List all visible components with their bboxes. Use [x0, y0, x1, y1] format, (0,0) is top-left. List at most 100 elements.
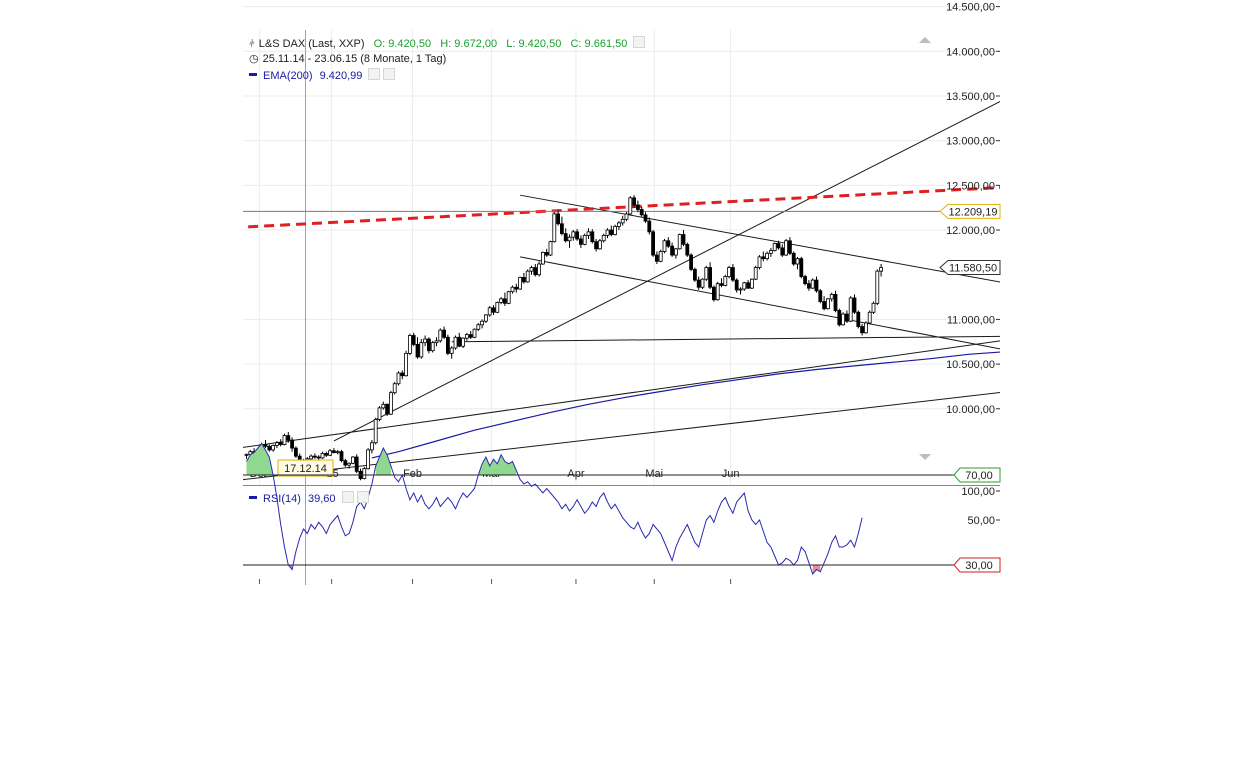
candle: [476, 322, 481, 332]
candle: [286, 432, 291, 443]
candle: [636, 200, 640, 213]
candle-body: [658, 251, 663, 262]
candle: [715, 281, 720, 301]
rsi-overbought-fill: [246, 443, 274, 475]
candle: [388, 390, 393, 416]
candle-body: [636, 204, 640, 210]
candle: [871, 301, 876, 315]
candle-body: [385, 403, 390, 415]
candle-body: [772, 243, 777, 251]
candle-body: [875, 270, 880, 304]
candle-body: [369, 442, 374, 451]
candle: [263, 440, 268, 449]
candle: [841, 312, 845, 326]
rsi-label: RSI(14): [263, 493, 301, 505]
candle-body: [381, 403, 386, 409]
candle: [556, 210, 560, 226]
candle: [875, 269, 880, 306]
candle: [742, 281, 747, 291]
candle: [761, 251, 766, 262]
candle: [426, 337, 431, 354]
rsi-level-box: [953, 557, 1001, 573]
candle-body: [267, 445, 272, 451]
candle: [468, 331, 473, 340]
candle: [696, 276, 701, 290]
candle: [655, 251, 659, 265]
candle: [784, 238, 788, 256]
rsi-panel: 100,00 70,00 50,00 30,00: [243, 442, 1001, 575]
candle: [860, 323, 864, 336]
candle: [647, 217, 652, 235]
ema-close-icon[interactable]: [383, 68, 396, 80]
candle-body: [647, 220, 652, 233]
rsi-close-icon[interactable]: [356, 491, 369, 503]
candle: [445, 334, 450, 356]
candle: [548, 240, 553, 256]
candle: [788, 237, 792, 256]
x-tick-label: Mai: [645, 468, 663, 480]
candle-body: [753, 267, 758, 280]
candle: [708, 262, 712, 290]
candle-body: [586, 231, 591, 236]
candle: [430, 340, 435, 353]
candle-body: [807, 283, 811, 289]
candle-body: [715, 283, 720, 301]
candle-body: [685, 243, 690, 256]
candle-body: [514, 286, 519, 290]
y-tick-label: 14.500,00: [946, 2, 995, 14]
y-tick-label: 12.000,00: [946, 225, 995, 237]
candle: [350, 456, 355, 465]
candle: [757, 255, 762, 270]
candle: [643, 212, 648, 223]
settings-icon[interactable]: [633, 36, 646, 48]
candle: [700, 278, 705, 290]
candle-body: [784, 240, 788, 256]
candle-body: [609, 229, 614, 235]
ema-label: EMA(200): [263, 70, 313, 82]
candle-body: [392, 383, 397, 394]
candle-body: [449, 347, 454, 354]
candle-body: [324, 453, 329, 456]
candle-body: [803, 276, 807, 285]
candle-body: [343, 460, 348, 466]
candle-body: [742, 282, 747, 290]
candle-body: [571, 231, 576, 238]
candle-body: [594, 241, 598, 250]
candle: [404, 350, 409, 377]
candle-body: [548, 241, 553, 256]
candle: [666, 237, 671, 248]
candle-body: [461, 337, 466, 347]
y-tick-label: 14.000,00: [946, 46, 995, 58]
candle-body: [347, 462, 352, 466]
candle: [795, 256, 800, 270]
rsi-y-tick-label: 50,00: [967, 515, 995, 527]
candle-body: [856, 311, 861, 327]
candle-body: [567, 236, 572, 242]
candle: [810, 278, 815, 290]
candle-body: [430, 342, 435, 352]
candle-body: [788, 240, 792, 254]
candle: [567, 234, 572, 248]
candle: [628, 196, 633, 215]
candle: [605, 228, 610, 239]
candle-body: [335, 451, 340, 454]
ema-settings-icon[interactable]: [368, 68, 381, 80]
candle-body: [480, 320, 485, 326]
candle-body: [499, 298, 504, 303]
candle: [704, 265, 709, 281]
candle-body: [445, 336, 450, 354]
candle-body: [426, 338, 431, 352]
instrument-legend: ⫩ L&S DAX (Last, XXP) O: 9.420,50 H: 9.67…: [249, 36, 646, 50]
x-tick-label: Apr: [567, 468, 584, 480]
scroll-down-icon[interactable]: [919, 454, 931, 460]
rsi-level-box: [953, 467, 1001, 483]
rsi-settings-icon[interactable]: [341, 491, 354, 503]
candle-body: [765, 252, 769, 260]
candle-body: [271, 445, 276, 451]
candle-body: [457, 336, 462, 347]
candle: [769, 247, 773, 257]
candle: [544, 248, 549, 257]
scroll-up-icon[interactable]: [919, 37, 931, 43]
candle: [392, 381, 397, 395]
